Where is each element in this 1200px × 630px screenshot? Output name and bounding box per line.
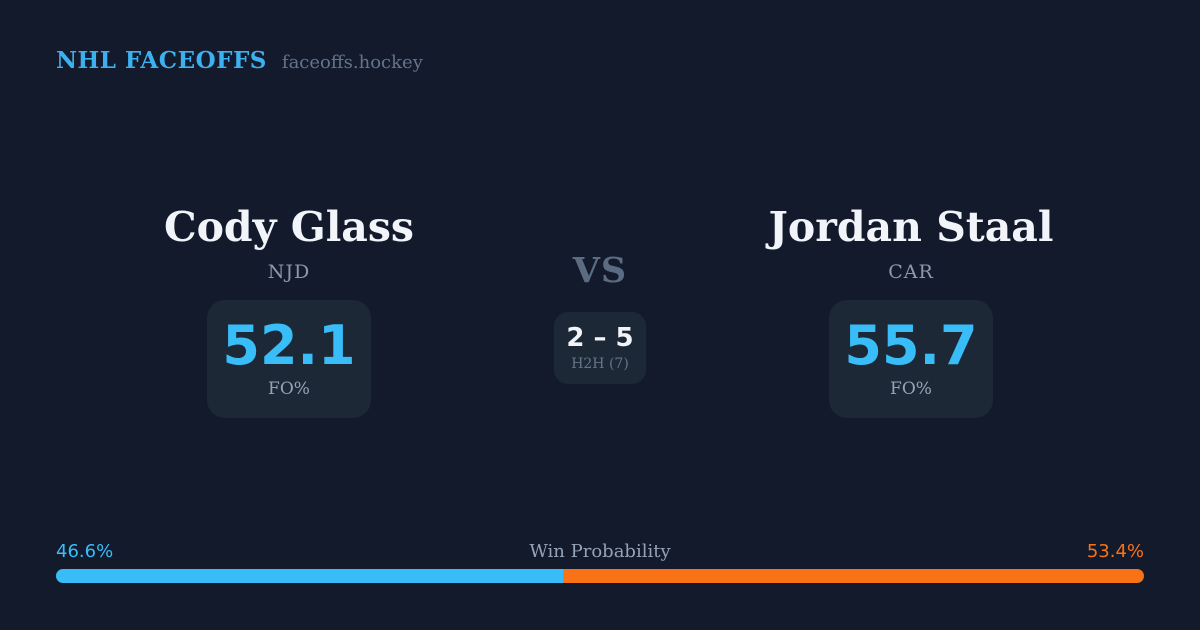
vs-panel: VS 2 – 5 H2H (7) [500,253,700,384]
head-to-head-label: H2H (7) [571,355,629,372]
win-prob-left-segment [56,569,563,583]
faceoff-stat-card: 55.7 FO% [829,300,993,418]
header: NHL FACEOFFS faceoffs.hockey [56,47,423,74]
faceoff-stat-card: 52.1 FO% [207,300,371,418]
win-prob-title: Win Probability [529,541,671,562]
player-panel-left: Cody Glass NJD 52.1 FO% [89,207,489,418]
player-team: NJD [267,261,311,283]
win-prob-left-value: 46.6% [56,541,114,562]
site-url: faceoffs.hockey [281,52,423,73]
faceoff-pct-label: FO% [268,379,310,399]
head-to-head-score: 2 – 5 [566,322,634,353]
faceoff-pct-label: FO% [890,379,932,399]
vs-label: VS [572,250,628,291]
player-name: Jordan Staal [768,203,1054,251]
player-name: Cody Glass [163,203,415,251]
brand-title: NHL FACEOFFS [56,47,267,74]
win-prob-right-value: 53.4% [1086,541,1144,562]
head-to-head-card: 2 – 5 H2H (7) [554,312,646,384]
player-panel-right: Jordan Staal CAR 55.7 FO% [711,207,1111,418]
faceoff-pct-value: 52.1 [222,314,356,377]
player-team: CAR [888,261,934,283]
win-prob-right-segment [563,569,1144,583]
faceoff-pct-value: 55.7 [844,314,978,377]
win-probability-bar [56,569,1144,583]
